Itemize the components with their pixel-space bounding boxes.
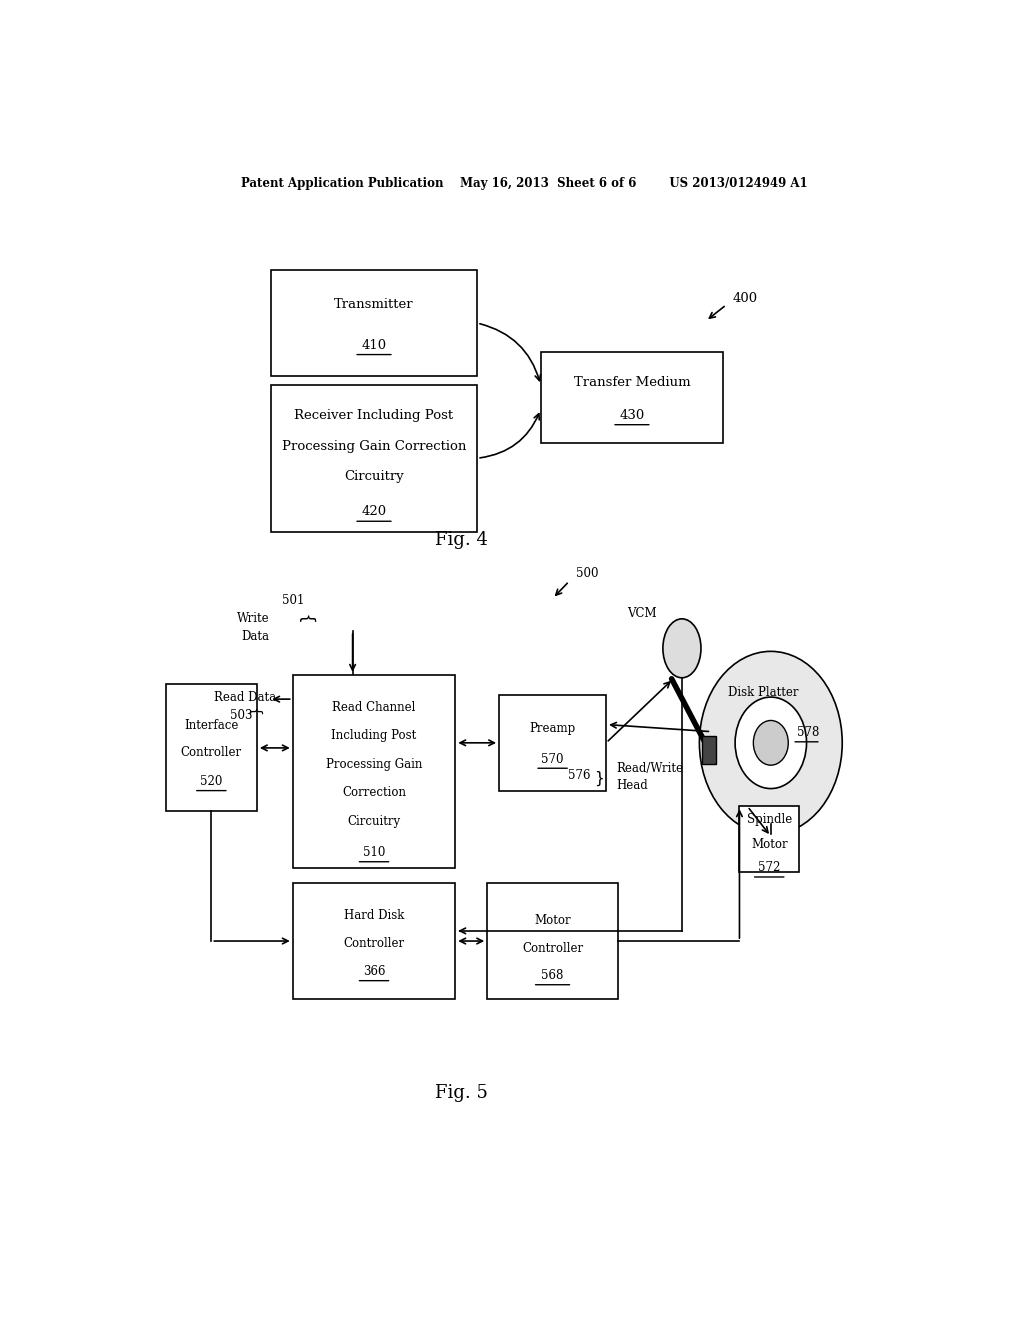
Text: }: } bbox=[594, 771, 603, 785]
Text: 520: 520 bbox=[200, 775, 222, 788]
Text: 420: 420 bbox=[361, 504, 387, 517]
Text: Circuitry: Circuitry bbox=[347, 814, 400, 828]
Text: Motor: Motor bbox=[751, 838, 787, 851]
Text: Processing Gain: Processing Gain bbox=[326, 758, 422, 771]
Text: Head: Head bbox=[616, 779, 648, 792]
Text: }: } bbox=[299, 610, 316, 622]
FancyBboxPatch shape bbox=[293, 883, 456, 999]
Ellipse shape bbox=[699, 651, 842, 834]
Text: Data: Data bbox=[242, 630, 269, 643]
Text: Motor: Motor bbox=[535, 915, 571, 927]
Text: 503: 503 bbox=[230, 709, 253, 722]
Text: 400: 400 bbox=[733, 292, 758, 305]
Text: Receiver Including Post: Receiver Including Post bbox=[295, 409, 454, 422]
Ellipse shape bbox=[754, 721, 788, 766]
Text: Interface: Interface bbox=[184, 719, 239, 733]
Text: Fig. 5: Fig. 5 bbox=[435, 1085, 487, 1102]
Text: Processing Gain Correction: Processing Gain Correction bbox=[282, 440, 466, 453]
Text: 570: 570 bbox=[542, 752, 564, 766]
Text: Hard Disk: Hard Disk bbox=[344, 909, 404, 923]
Text: 578: 578 bbox=[797, 726, 819, 739]
Text: Circuitry: Circuitry bbox=[344, 470, 403, 483]
Text: Read Channel: Read Channel bbox=[333, 701, 416, 714]
FancyBboxPatch shape bbox=[270, 384, 477, 532]
Text: Transmitter: Transmitter bbox=[334, 298, 414, 312]
Text: Disk Platter: Disk Platter bbox=[728, 685, 798, 698]
Text: 501: 501 bbox=[282, 594, 304, 607]
Text: Controller: Controller bbox=[343, 937, 404, 949]
Text: 576: 576 bbox=[568, 768, 591, 781]
Text: Transfer Medium: Transfer Medium bbox=[573, 375, 690, 388]
Text: 366: 366 bbox=[362, 965, 385, 978]
Text: Patent Application Publication    May 16, 2013  Sheet 6 of 6        US 2013/0124: Patent Application Publication May 16, 2… bbox=[242, 177, 808, 190]
FancyBboxPatch shape bbox=[541, 351, 723, 444]
FancyBboxPatch shape bbox=[487, 883, 618, 999]
Text: Fig. 4: Fig. 4 bbox=[435, 531, 487, 549]
Text: 410: 410 bbox=[361, 339, 387, 352]
Text: Controller: Controller bbox=[181, 747, 242, 759]
Text: Read Data: Read Data bbox=[214, 690, 275, 704]
Text: Spindle: Spindle bbox=[746, 813, 792, 825]
Ellipse shape bbox=[735, 697, 807, 788]
Text: VCM: VCM bbox=[628, 607, 657, 620]
FancyBboxPatch shape bbox=[701, 735, 716, 764]
Text: 510: 510 bbox=[362, 846, 385, 859]
Ellipse shape bbox=[663, 619, 701, 677]
Text: 500: 500 bbox=[577, 566, 599, 579]
FancyBboxPatch shape bbox=[293, 675, 456, 867]
Text: Controller: Controller bbox=[522, 941, 583, 954]
Text: Read/Write: Read/Write bbox=[616, 762, 683, 775]
FancyBboxPatch shape bbox=[739, 807, 799, 873]
Text: 572: 572 bbox=[758, 862, 780, 874]
FancyBboxPatch shape bbox=[166, 684, 257, 812]
Text: 568: 568 bbox=[542, 969, 564, 982]
Text: 430: 430 bbox=[620, 409, 644, 422]
Text: Correction: Correction bbox=[342, 787, 406, 799]
Text: Including Post: Including Post bbox=[332, 729, 417, 742]
FancyBboxPatch shape bbox=[270, 269, 477, 376]
Text: Write: Write bbox=[237, 612, 269, 626]
FancyBboxPatch shape bbox=[499, 694, 606, 791]
Text: Preamp: Preamp bbox=[529, 722, 575, 735]
Text: }: } bbox=[249, 705, 263, 714]
